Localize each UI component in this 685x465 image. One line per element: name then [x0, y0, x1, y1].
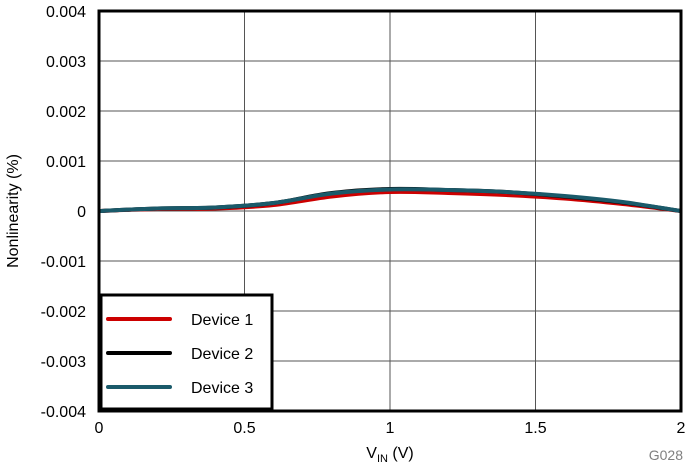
y-tick-label: 0.002: [46, 104, 86, 121]
x-tick-label: 0.5: [233, 420, 255, 437]
legend-label-2: Device 2: [191, 346, 253, 363]
x-axis-ticks: 0 0.5 1 1.5 2: [95, 420, 685, 437]
y-tick-label: 0: [77, 204, 86, 221]
data-series: [98, 186, 682, 213]
figure-code: G028: [649, 447, 683, 463]
x-tick-label: 1: [386, 420, 395, 437]
y-tick-label: -0.003: [41, 354, 86, 371]
y-axis-ticks: 0.004 0.003 0.002 0.001 0 -0.001 -0.002 -0.003 -…: [41, 4, 86, 421]
y-tick-label: -0.002: [41, 304, 86, 321]
x-tick-label: 0: [95, 420, 104, 437]
y-tick-label: 0.004: [46, 4, 86, 21]
y-tick-label: 0.001: [46, 154, 86, 171]
legend-label-1: Device 1: [191, 312, 253, 329]
series-line-3: [98, 187, 682, 213]
x-tick-label: 1.5: [524, 420, 546, 437]
x-axis-label: VIN (V): [366, 445, 413, 465]
y-tick-label: 0.003: [46, 54, 86, 71]
y-tick-label: -0.004: [41, 404, 86, 421]
legend-label-3: Device 3: [191, 380, 253, 397]
y-tick-label: -0.001: [41, 254, 86, 271]
x-tick-label: 2: [677, 420, 685, 437]
plot-frame: [97, 9, 683, 413]
y-axis-label: Nonlinearity (%): [5, 154, 22, 268]
legend: Device 1 Device 2 Device 3: [99, 293, 274, 411]
